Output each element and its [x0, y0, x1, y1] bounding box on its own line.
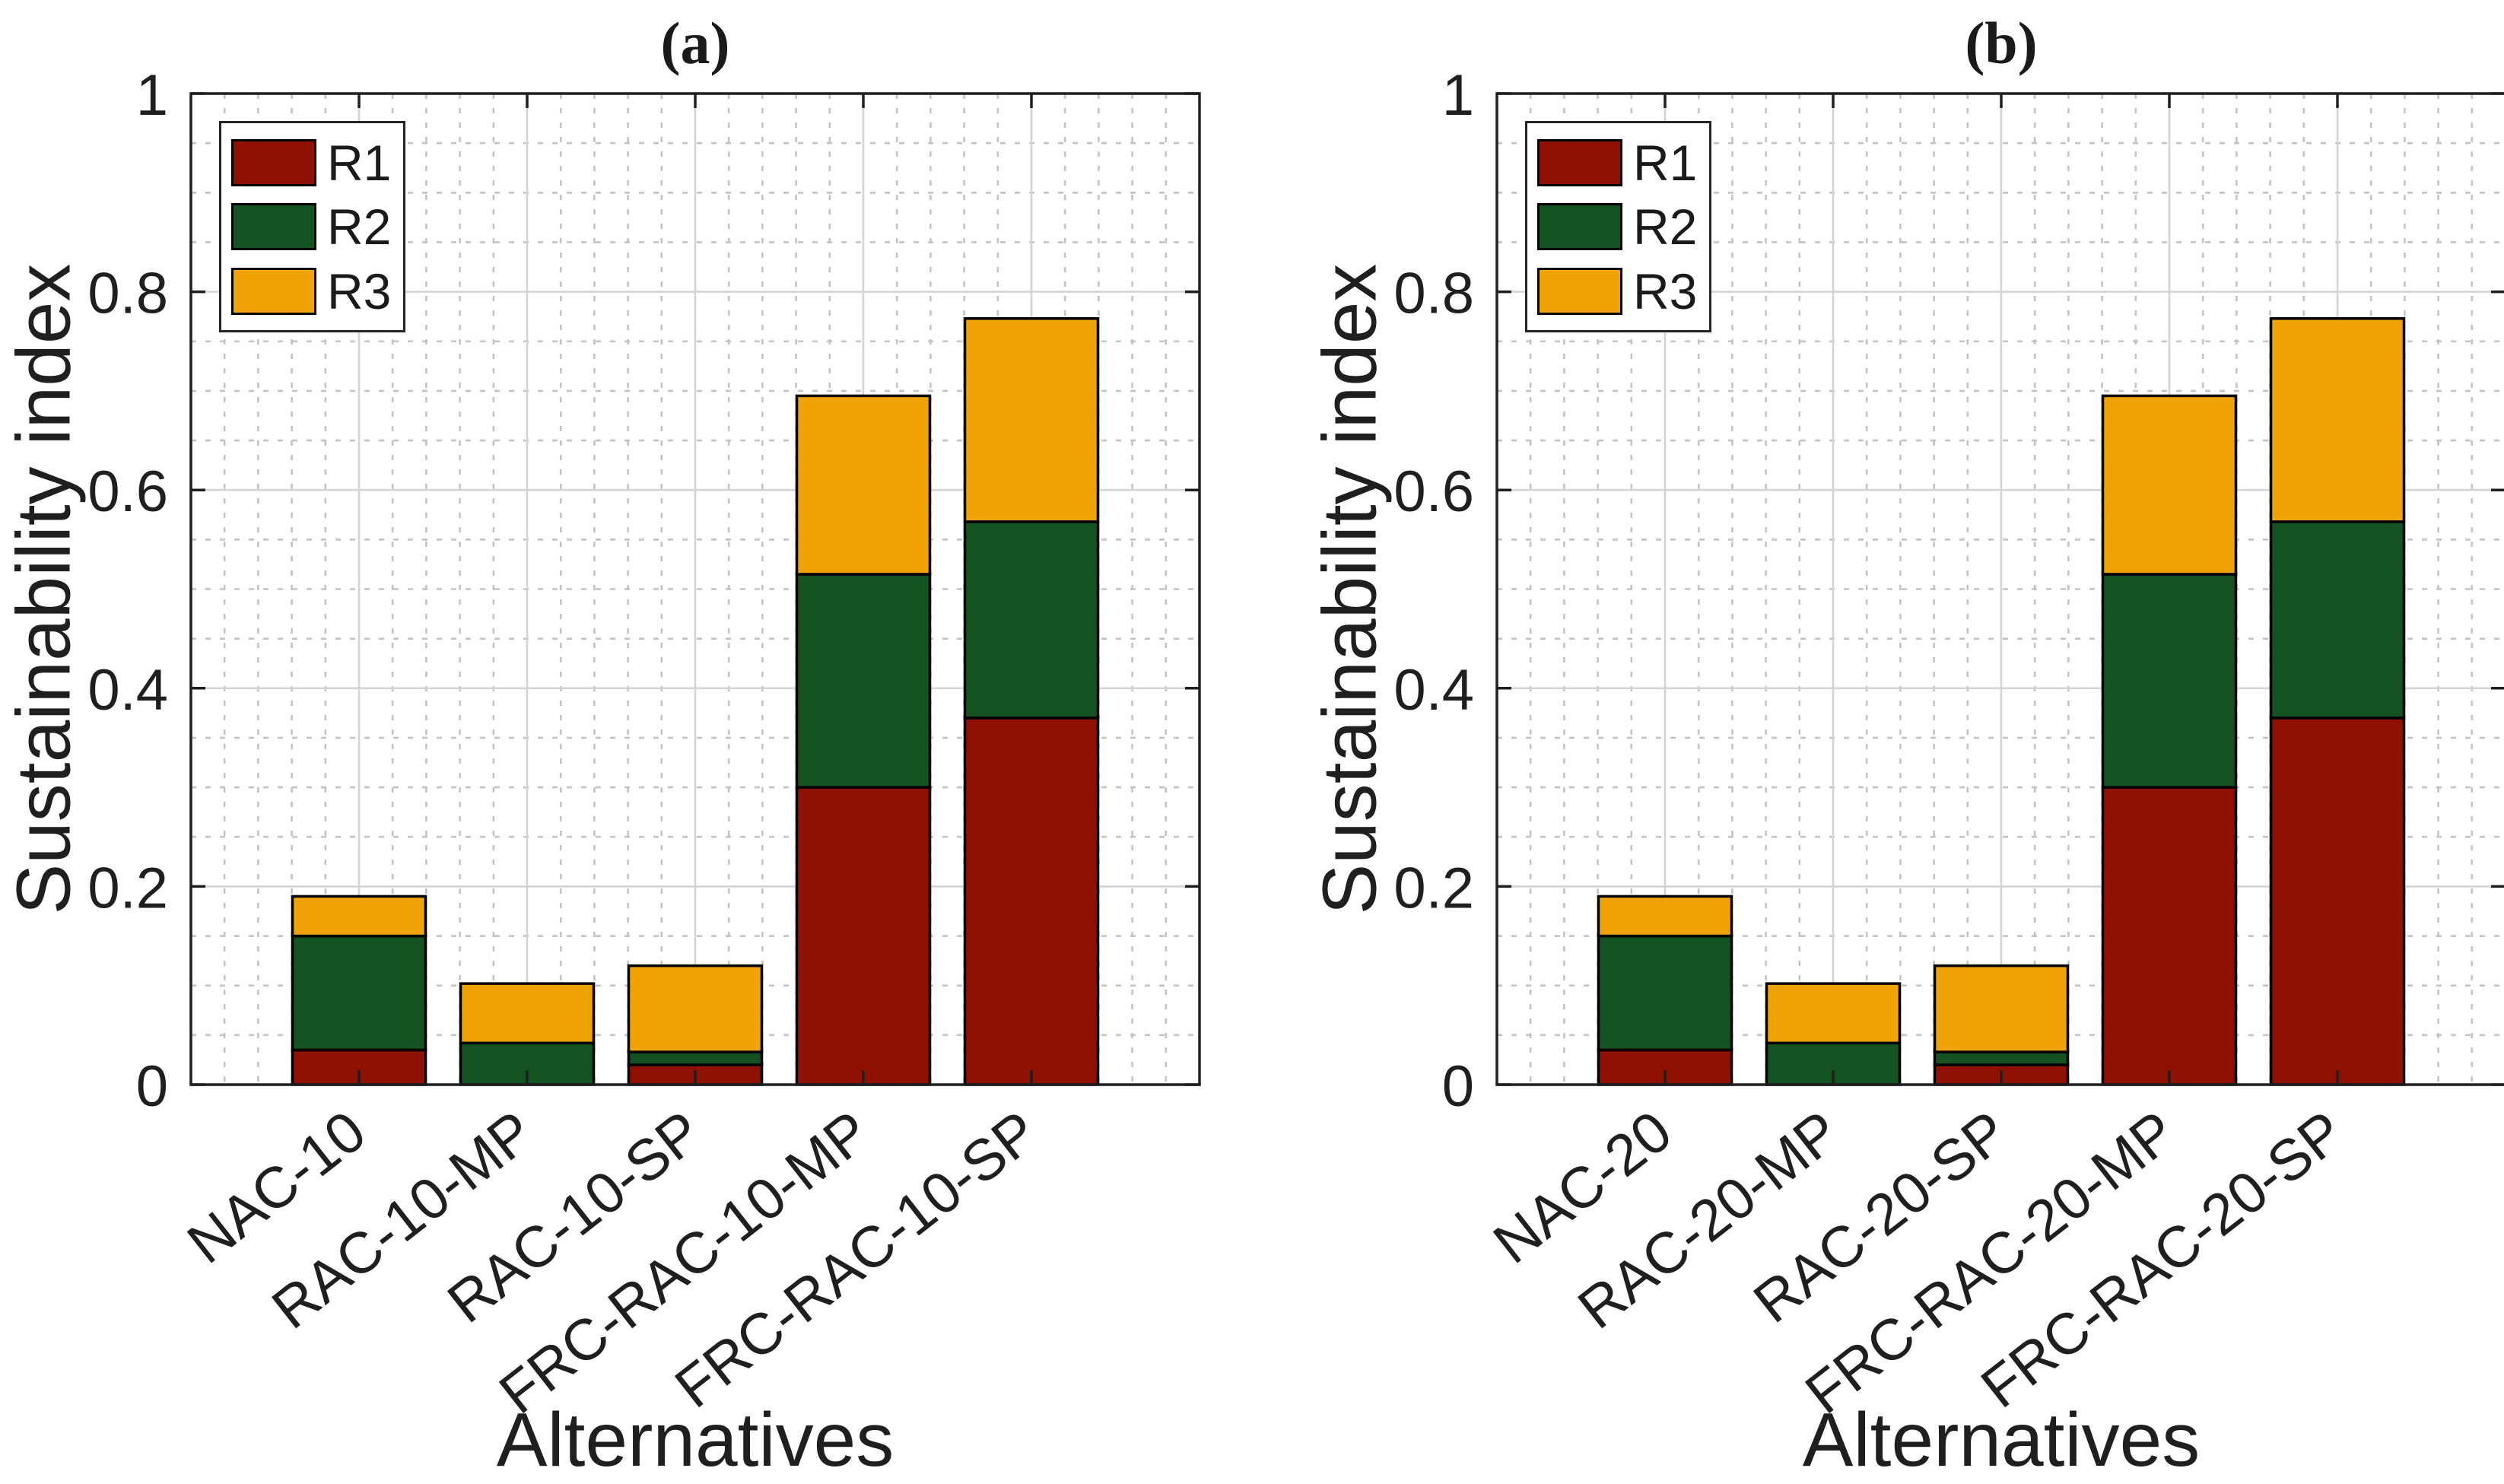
legend: R1 R2 R3 — [1525, 121, 1711, 332]
y-tick-label: 1 — [1442, 63, 1474, 128]
bar-segment-r2 — [795, 573, 932, 789]
y-tick-label: 0.6 — [87, 459, 168, 524]
bar-segment-r2 — [291, 934, 427, 1052]
legend-swatch-r3 — [1537, 267, 1622, 315]
legend-entry-r3: R3 — [231, 266, 403, 316]
bar-segment-r1 — [2269, 717, 2406, 1086]
bar-segment-r3 — [2101, 394, 2238, 576]
y-tick-label: 1 — [136, 63, 168, 128]
legend-label: R2 — [327, 199, 392, 255]
legend-label: R2 — [1633, 199, 1698, 255]
bar-segment-r3 — [291, 895, 427, 938]
legend-label: R3 — [327, 262, 392, 319]
bar-segment-r1 — [291, 1048, 427, 1086]
bar-segment-r3 — [1933, 964, 2070, 1053]
y-tick-label: 0 — [136, 1054, 168, 1119]
chart-a: 0 0.2 0.4 0.6 0.8 1 NAC-10 RAC-10-MP RAC-10-SP FR… — [0, 0, 1252, 1482]
legend-swatch-r1 — [1537, 138, 1622, 186]
legend-swatch-r3 — [231, 267, 316, 315]
bar-segment-r1 — [795, 786, 932, 1086]
y-axis-label: Sustainability index — [1307, 263, 1393, 915]
legend-label: R1 — [327, 134, 392, 191]
bar-segment-r3 — [1597, 895, 1733, 938]
plot-canvas-a: 00.20.40.60.81NAC-10RAC-10-MPRAC-10-SPFR… — [87, 63, 1201, 1426]
legend-swatch-r2 — [231, 203, 316, 250]
bar-segment-r3 — [627, 964, 764, 1053]
y-axis-label: Sustainability index — [1, 263, 87, 915]
legend-entry-r1: R1 — [231, 138, 403, 188]
y-tick-label: 0 — [1442, 1054, 1474, 1119]
x-axis-label: Alternatives — [1802, 1397, 2201, 1482]
chart-b: 0 0.2 0.4 0.6 0.8 1 NAC-20 RAC-20-MP RAC-20-SP FR… — [1252, 0, 2504, 1482]
bar-segment-r2 — [1597, 934, 1733, 1052]
legend-entry-r2: R2 — [231, 202, 403, 252]
y-tick-label: 0.4 — [87, 658, 168, 723]
bar-segment-r2 — [627, 1050, 764, 1066]
plot-canvas-b: 00.20.40.60.81NAC-20RAC-20-MPRAC-20-SPFR… — [1393, 63, 2504, 1426]
bar-segment-r3 — [963, 317, 1100, 523]
x-axis-label: Alternatives — [496, 1397, 895, 1482]
y-tick-label: 0.8 — [87, 262, 168, 326]
y-tick-label: 0.2 — [87, 856, 168, 920]
bar-segment-r1 — [2101, 786, 2238, 1086]
legend-label: R3 — [1633, 262, 1698, 319]
legend: R1 R2 R3 — [219, 121, 405, 332]
bar-segment-r2 — [1933, 1050, 2070, 1066]
legend-label: R1 — [1633, 134, 1698, 191]
y-tick-label: 0.8 — [1393, 262, 1474, 326]
bar-segment-r2 — [2101, 573, 2238, 789]
legend-entry-r2: R2 — [1537, 202, 1709, 252]
legend-swatch-r1 — [231, 138, 316, 186]
chart-a-title: (a) — [660, 10, 730, 76]
bar-segment-r3 — [2269, 317, 2406, 523]
bar-segment-r2 — [2269, 520, 2406, 720]
legend-swatch-r2 — [1537, 203, 1622, 250]
bar-segment-r3 — [795, 394, 932, 576]
y-tick-label: 0.2 — [1393, 856, 1474, 920]
bar-segment-r3 — [459, 982, 596, 1045]
bar-segment-r3 — [1765, 982, 1902, 1045]
y-tick-label: 0.4 — [1393, 658, 1474, 723]
legend-entry-r3: R3 — [1537, 266, 1709, 316]
chart-b-title: (b) — [1965, 10, 2038, 76]
bar-segment-r1 — [963, 717, 1100, 1086]
legend-entry-r1: R1 — [1537, 138, 1709, 188]
y-tick-label: 0.6 — [1393, 459, 1474, 524]
bar-segment-r2 — [963, 520, 1100, 720]
